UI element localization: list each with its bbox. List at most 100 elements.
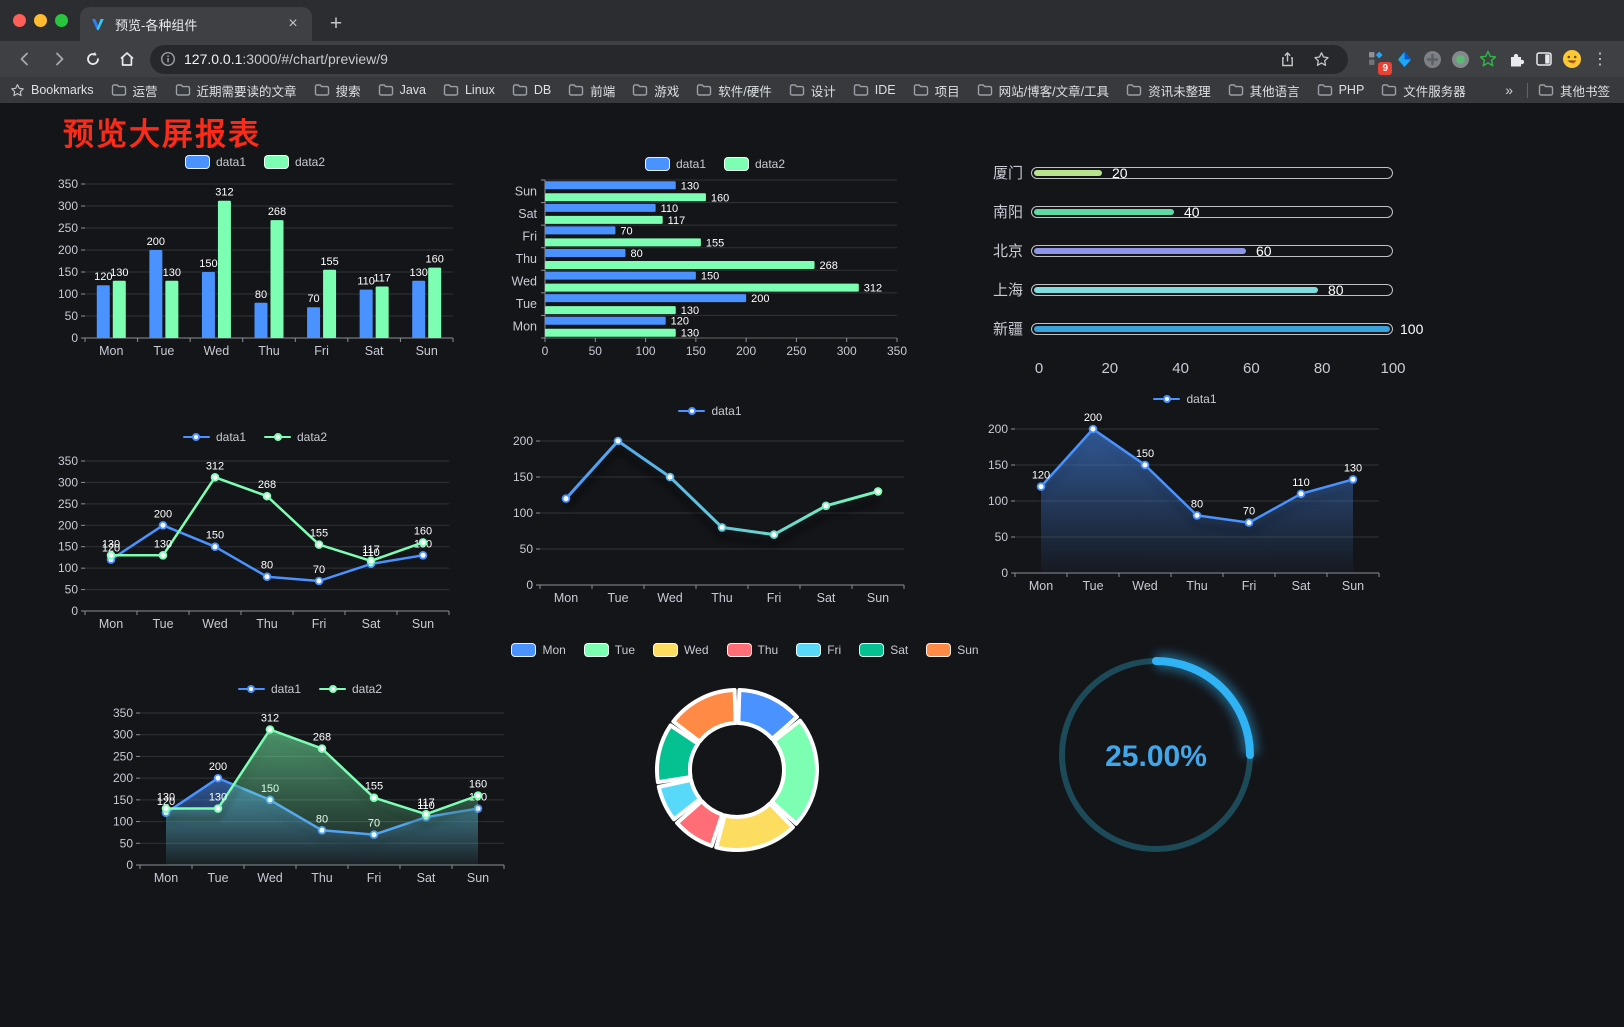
forward-button[interactable] <box>45 45 73 73</box>
legend-item-data1[interactable]: data1 <box>237 682 301 696</box>
bookmark-folder[interactable]: 项目 <box>913 81 960 100</box>
browser-tab[interactable]: 预览-各种组件 × <box>80 7 312 41</box>
bookmark-folder[interactable]: 文件服务器 <box>1381 81 1466 100</box>
tab-close-icon[interactable]: × <box>288 15 298 32</box>
line-canvas: 0 50 100 150 200 Mon Tue Wed Thu Fri Sat Sun 120 200 1… <box>988 412 1380 593</box>
bookmark-folder[interactable]: 运营 <box>111 81 158 100</box>
legend-item-Thu[interactable]: Thu <box>726 643 778 657</box>
legend-item-Mon[interactable]: Mon <box>511 643 566 657</box>
bookmark-folder[interactable]: PHP <box>1317 82 1365 98</box>
legend-swatch <box>511 643 537 657</box>
legend-swatch <box>724 157 749 171</box>
folder-icon <box>314 84 329 96</box>
folder-icon <box>378 84 393 96</box>
legend-item-data1[interactable]: data1 <box>182 430 246 444</box>
bookmark-folder[interactable]: 近期需要读的文章 <box>175 81 297 100</box>
bookmark-folder[interactable]: Java <box>378 82 426 98</box>
legend-item-Wed[interactable]: Wed <box>653 643 709 657</box>
legend-item-Sun[interactable]: Sun <box>926 643 979 657</box>
legend-item-data2[interactable]: data2 <box>724 157 785 171</box>
bookmark-folder[interactable]: 设计 <box>789 81 836 100</box>
gauge-canvas: 25.00% <box>1059 653 1258 852</box>
pie-canvas <box>655 688 819 853</box>
bookmark-folder[interactable]: 网站/博客/文章/工具 <box>977 81 1109 100</box>
legend-label: data2 <box>755 157 786 171</box>
bookmark-folder[interactable]: DB <box>512 82 551 98</box>
legend-label: data2 <box>295 155 326 169</box>
svg-text:155: 155 <box>320 256 338 268</box>
legend-item-Sat[interactable]: Sat <box>859 643 908 657</box>
bookmark-label: PHP <box>1338 83 1365 97</box>
svg-text:Sat: Sat <box>362 617 381 631</box>
svg-text:130: 130 <box>681 180 699 192</box>
bookmark-folder[interactable]: 搜索 <box>314 81 361 100</box>
url-text[interactable]: 127.0.0.1:3000/#/chart/preview/9 <box>184 51 1270 67</box>
progress-value: 80 <box>1328 281 1344 298</box>
home-button[interactable] <box>113 45 141 73</box>
other-bookmarks-folder[interactable]: 其他书签 <box>1538 81 1610 100</box>
legend-item-data1[interactable]: data1 <box>644 157 706 171</box>
legend-item-data2[interactable]: data2 <box>264 430 327 444</box>
line-canvas: 0 50 100 150 200 250 300 350 Mon Tue Wed Thu Fri Sat S… <box>113 706 505 885</box>
legend-item-data1[interactable]: data1 <box>184 155 246 169</box>
bookmarks-manager[interactable]: Bookmarks <box>10 83 94 98</box>
extension-gray-circle-icon[interactable] <box>1418 45 1446 73</box>
svg-text:25.00%: 25.00% <box>1105 740 1207 773</box>
progress-fill <box>1034 169 1102 176</box>
folder-icon <box>913 84 928 96</box>
extension-grid-icon[interactable]: 9 <box>1362 45 1392 75</box>
extension-badge: 9 <box>1378 62 1392 75</box>
folder-icon <box>1317 84 1332 96</box>
back-button[interactable] <box>11 45 39 73</box>
bookmark-folder[interactable]: IDE <box>853 82 896 98</box>
chart-bar-horizontal: data1 data2 0 50 100 150 200 250 300 350 Mon 120 130… <box>505 152 925 364</box>
legend-swatch <box>184 155 210 169</box>
bookmark-folder[interactable]: 前端 <box>568 81 615 100</box>
new-tab-button[interactable]: + <box>329 12 343 35</box>
legend-item-data2[interactable]: data2 <box>319 682 382 696</box>
extensions-puzzle-icon[interactable] <box>1502 45 1530 73</box>
legend-item-data1[interactable]: data1 <box>678 404 742 418</box>
bookmark-folder[interactable]: 游戏 <box>632 81 679 100</box>
bookmark-star-button[interactable] <box>1307 45 1335 73</box>
svg-text:Fri: Fri <box>1242 579 1257 593</box>
address-bar[interactable]: 127.0.0.1:3000/#/chart/preview/9 <box>150 44 1348 74</box>
other-bookmarks-label: 其他书签 <box>1559 84 1610 99</box>
share-button[interactable] <box>1273 45 1301 73</box>
zoom-window-button[interactable] <box>55 14 68 27</box>
extension-kite-icon[interactable] <box>1390 45 1418 73</box>
legend-label: Mon <box>542 643 566 657</box>
progress-track: 100 <box>1031 321 1423 337</box>
bookmark-folder[interactable]: 软件/硬件 <box>696 81 772 100</box>
chart-legend: data1 data2 <box>45 150 465 174</box>
legend-item-data1[interactable]: data1 <box>1153 392 1217 406</box>
chart-legend: data1 data2 <box>505 152 925 176</box>
extension-record-icon[interactable] <box>1446 45 1474 73</box>
legend-label: Tue <box>614 643 636 657</box>
page-info-icon[interactable] <box>160 51 176 67</box>
legend-item-data2[interactable]: data2 <box>264 155 325 169</box>
bookmarks-overflow-chevron[interactable]: » <box>1505 82 1513 98</box>
svg-text:110: 110 <box>357 276 375 288</box>
side-panel-icon[interactable] <box>1530 45 1558 73</box>
extension-green-star-icon[interactable] <box>1474 45 1502 73</box>
svg-text:70: 70 <box>620 225 632 237</box>
bookmark-folder[interactable]: Linux <box>443 82 495 98</box>
legend-item-Tue[interactable]: Tue <box>583 643 636 657</box>
minimize-window-button[interactable] <box>34 14 47 27</box>
legend-item-Fri[interactable]: Fri <box>796 643 841 657</box>
emoji-extension-icon[interactable] <box>1558 45 1586 73</box>
url-host: 127.0.0.1 <box>184 51 243 67</box>
legend-label: Fri <box>827 643 842 657</box>
refresh-button[interactable] <box>79 45 107 73</box>
svg-text:117: 117 <box>362 544 380 556</box>
progress-track: 60 <box>1031 243 1393 259</box>
close-window-button[interactable] <box>13 14 26 27</box>
bookmark-folder[interactable]: 资讯未整理 <box>1126 81 1211 100</box>
bookmark-folder[interactable]: 其他语言 <box>1228 81 1300 100</box>
browser-menu-button[interactable]: ⋮ <box>1586 45 1614 73</box>
svg-text:Wed: Wed <box>657 591 683 605</box>
legend-label: data1 <box>215 155 246 169</box>
legend-swatch <box>264 155 289 169</box>
